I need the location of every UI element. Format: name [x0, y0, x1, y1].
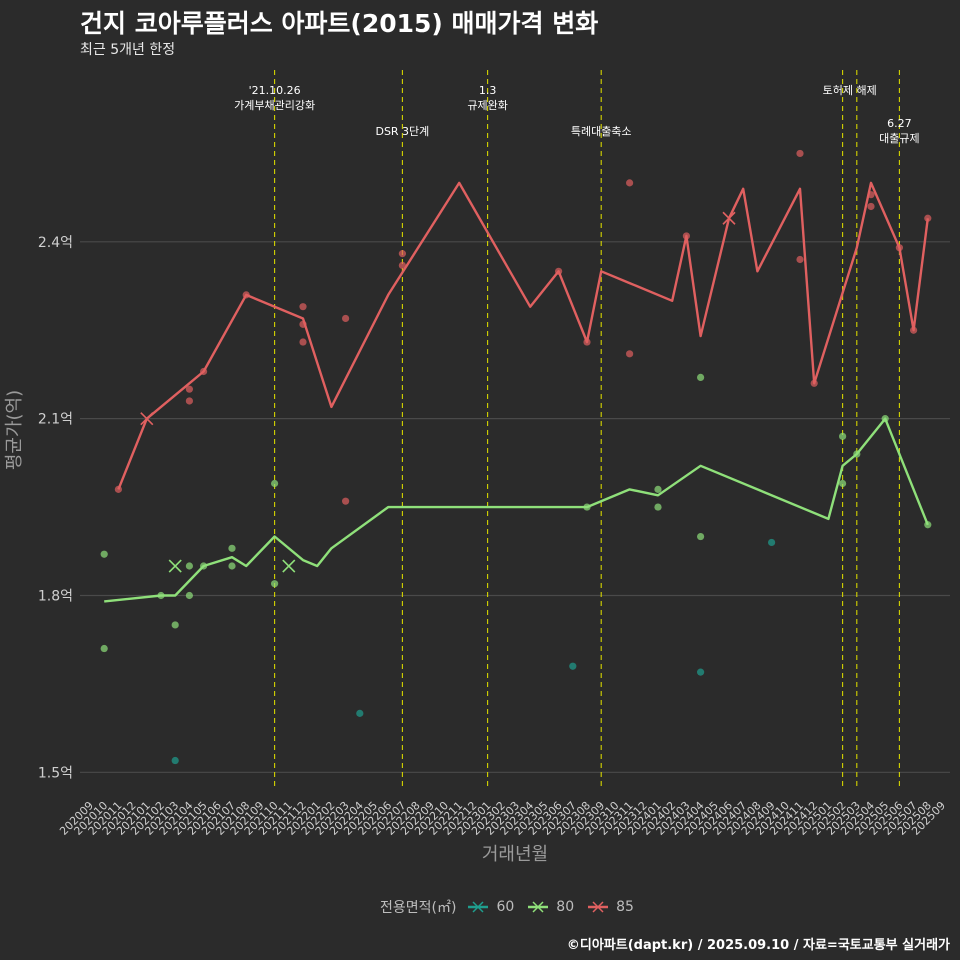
data-point-85 [242, 291, 250, 299]
event-label: 토허제 해제 [823, 83, 877, 97]
data-point-85 [200, 367, 208, 376]
data-point-80 [697, 532, 705, 541]
cross-marker-80 [282, 559, 296, 573]
y-tick-label: 1.8억 [38, 588, 73, 604]
data-point-85 [626, 350, 634, 358]
point-layer [100, 149, 932, 765]
legend-key-60-icon [468, 901, 489, 913]
event-label: 특례대출축소 [571, 125, 632, 138]
line-layer [104, 181, 929, 603]
data-point-60 [171, 756, 179, 765]
data-point-80 [228, 544, 236, 552]
data-point-85 [924, 214, 932, 222]
data-point-80 [881, 415, 889, 423]
data-point-85 [796, 255, 804, 264]
cross-marker-80 [168, 559, 182, 573]
data-point-80 [185, 591, 193, 600]
data-point-85 [342, 497, 350, 505]
data-point-80 [100, 550, 108, 558]
series-line-85 [117, 181, 929, 490]
data-point-85 [185, 397, 193, 405]
data-point-85 [583, 338, 591, 346]
data-point-80 [853, 450, 861, 458]
y-tick-label: 2.4억 [38, 235, 73, 251]
event-label: 가계부채관리강화 [234, 99, 315, 112]
data-point-60 [697, 668, 705, 676]
y-tick-label: 2.1억 [38, 412, 73, 428]
data-point-85 [342, 314, 350, 323]
data-point-85 [299, 320, 307, 328]
data-point-85 [398, 250, 406, 258]
axis-layer: 1.5억1.8억2.1억2.4억202009202010202011202012… [4, 235, 948, 865]
data-point-85 [867, 191, 875, 199]
data-point-85 [185, 385, 193, 393]
cross-marker-85 [722, 211, 736, 225]
legend-title: 전용면적(㎡) [380, 900, 457, 916]
data-point-85 [910, 326, 918, 334]
legend: 전용면적(㎡) 60 80 85 [380, 897, 646, 917]
data-point-80 [271, 479, 279, 488]
data-point-80 [271, 580, 279, 588]
legend-item-80: 80 [526, 899, 574, 915]
data-point-85 [555, 267, 563, 275]
data-point-80 [697, 373, 705, 381]
data-point-80 [171, 621, 179, 629]
legend-item-85: 85 [586, 899, 634, 915]
event-label: 대출규제 [879, 132, 919, 145]
legend-item-60: 60 [466, 899, 514, 915]
event-label: '21.10.26 [249, 84, 301, 97]
data-point-80 [654, 503, 662, 511]
y-axis-title: 평균가(억) [4, 390, 25, 470]
data-point-80 [839, 432, 847, 440]
x-axis-title: 거래년월 [482, 844, 548, 865]
data-point-80 [583, 503, 591, 511]
data-point-60 [356, 709, 364, 717]
legend-label-80: 80 [556, 899, 575, 915]
data-point-85 [114, 485, 122, 493]
data-point-85 [810, 379, 818, 387]
source-caption: ©디아파트(dapt.kr) / 2025.09.10 / 자료=국토교통부 실… [566, 938, 950, 953]
data-point-85 [796, 149, 804, 158]
event-label: 규제완화 [467, 99, 507, 112]
legend-key-85-icon [588, 901, 609, 913]
series-line-80 [104, 417, 929, 603]
data-point-80 [157, 591, 165, 600]
data-point-85 [299, 338, 307, 346]
y-tick-label: 1.5억 [38, 765, 73, 781]
data-point-85 [626, 179, 634, 187]
data-point-85 [398, 261, 406, 270]
data-point-85 [895, 244, 904, 252]
event-label: 6.27 [887, 117, 912, 130]
data-point-80 [924, 521, 932, 529]
event-label: DSR 3단계 [375, 125, 429, 138]
chart-title: 건지 코아루플러스 아파트(2015) 매매가격 변화 [80, 9, 599, 38]
cross-marker-85 [140, 412, 154, 426]
legend-label-60: 60 [496, 899, 515, 915]
data-point-80 [839, 479, 847, 488]
data-point-60 [768, 538, 776, 547]
data-point-85 [867, 202, 875, 211]
data-point-80 [654, 485, 662, 493]
data-point-60 [569, 662, 577, 670]
chart-subtitle: 최근 5개년 한정 [80, 42, 176, 58]
legend-label-85: 85 [616, 899, 634, 915]
legend-key-80-icon [528, 901, 549, 913]
data-point-85 [299, 303, 307, 311]
data-point-85 [682, 232, 691, 240]
data-point-80 [185, 562, 193, 570]
data-point-80 [228, 562, 236, 570]
event-label: 1.3 [479, 84, 497, 97]
data-point-80 [200, 562, 208, 570]
data-point-80 [100, 644, 108, 653]
